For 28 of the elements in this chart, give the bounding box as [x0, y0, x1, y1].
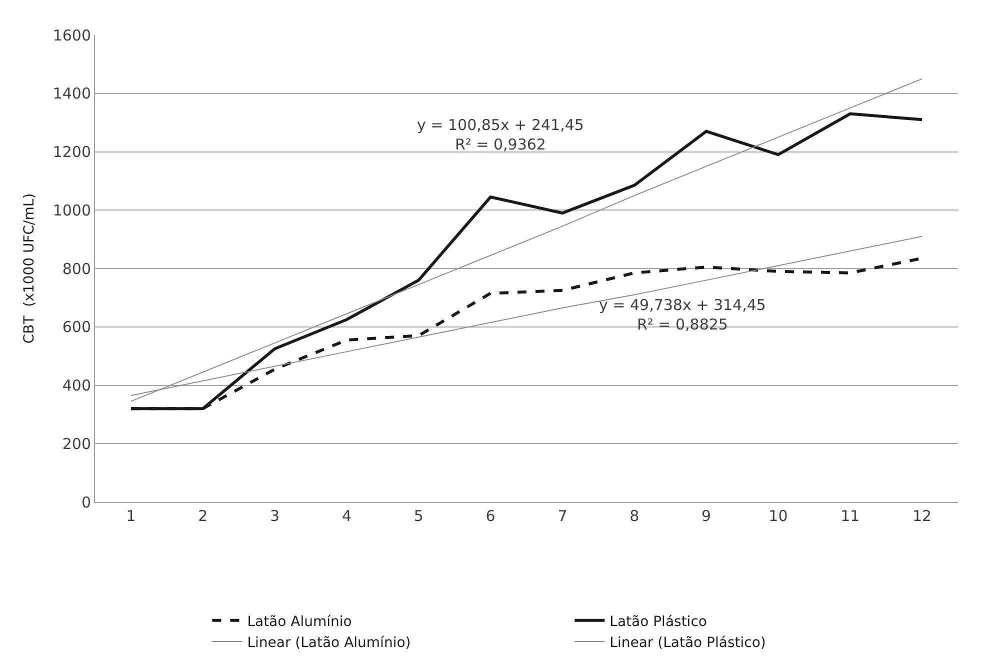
legend-label: Latão Plástico	[610, 614, 707, 630]
x-tick-label: 4	[342, 507, 352, 525]
y-tick-label: 1200	[52, 143, 91, 161]
y-tick-label: 1600	[52, 26, 91, 44]
y-tick-label: 1000	[52, 201, 91, 220]
y-tick-label: 1400	[52, 84, 91, 103]
x-tick-label: 9	[702, 507, 712, 525]
y-axis-title: CBT (x1000 UFC/mL)	[21, 193, 38, 344]
y-tick-label: 200	[62, 434, 91, 453]
x-tick-label: 3	[270, 507, 280, 525]
x-tick-label: 12	[912, 507, 932, 525]
x-tick-label: 6	[486, 507, 496, 525]
y-tick-label: 800	[62, 260, 91, 278]
x-tick-label: 2	[198, 507, 208, 525]
x-tick-label: 1	[126, 507, 136, 525]
y-tick-label: 0	[81, 493, 91, 512]
annotation: y = 49,738x + 314,45 R² = 0,8825	[599, 296, 766, 334]
x-tick-label: 5	[414, 507, 424, 525]
legend-label: Linear (Latão Alumínio)	[247, 635, 411, 651]
x-tick-label: 8	[630, 507, 640, 525]
y-tick-label: 600	[62, 318, 91, 336]
legend-label: Latão Alumínio	[247, 614, 352, 630]
x-tick-label: 11	[840, 507, 860, 525]
x-tick-label: 7	[558, 507, 568, 525]
y-tick-label: 400	[62, 376, 91, 394]
legend-label: Linear (Latão Plástico)	[610, 635, 766, 651]
x-tick-label: 10	[768, 507, 788, 525]
annotation: y = 100,85x + 241,45 R² = 0,9362	[417, 116, 584, 154]
